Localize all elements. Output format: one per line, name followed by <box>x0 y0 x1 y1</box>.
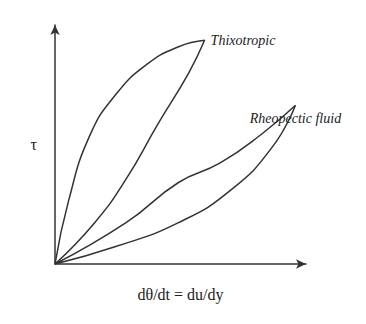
svg-text:τ: τ <box>31 136 38 153</box>
svg-text:dθ/dt = du/dy: dθ/dt = du/dy <box>137 286 223 304</box>
svg-text:Thixotropic: Thixotropic <box>211 33 277 48</box>
svg-text:Rheopectic fluid: Rheopectic fluid <box>249 111 342 126</box>
